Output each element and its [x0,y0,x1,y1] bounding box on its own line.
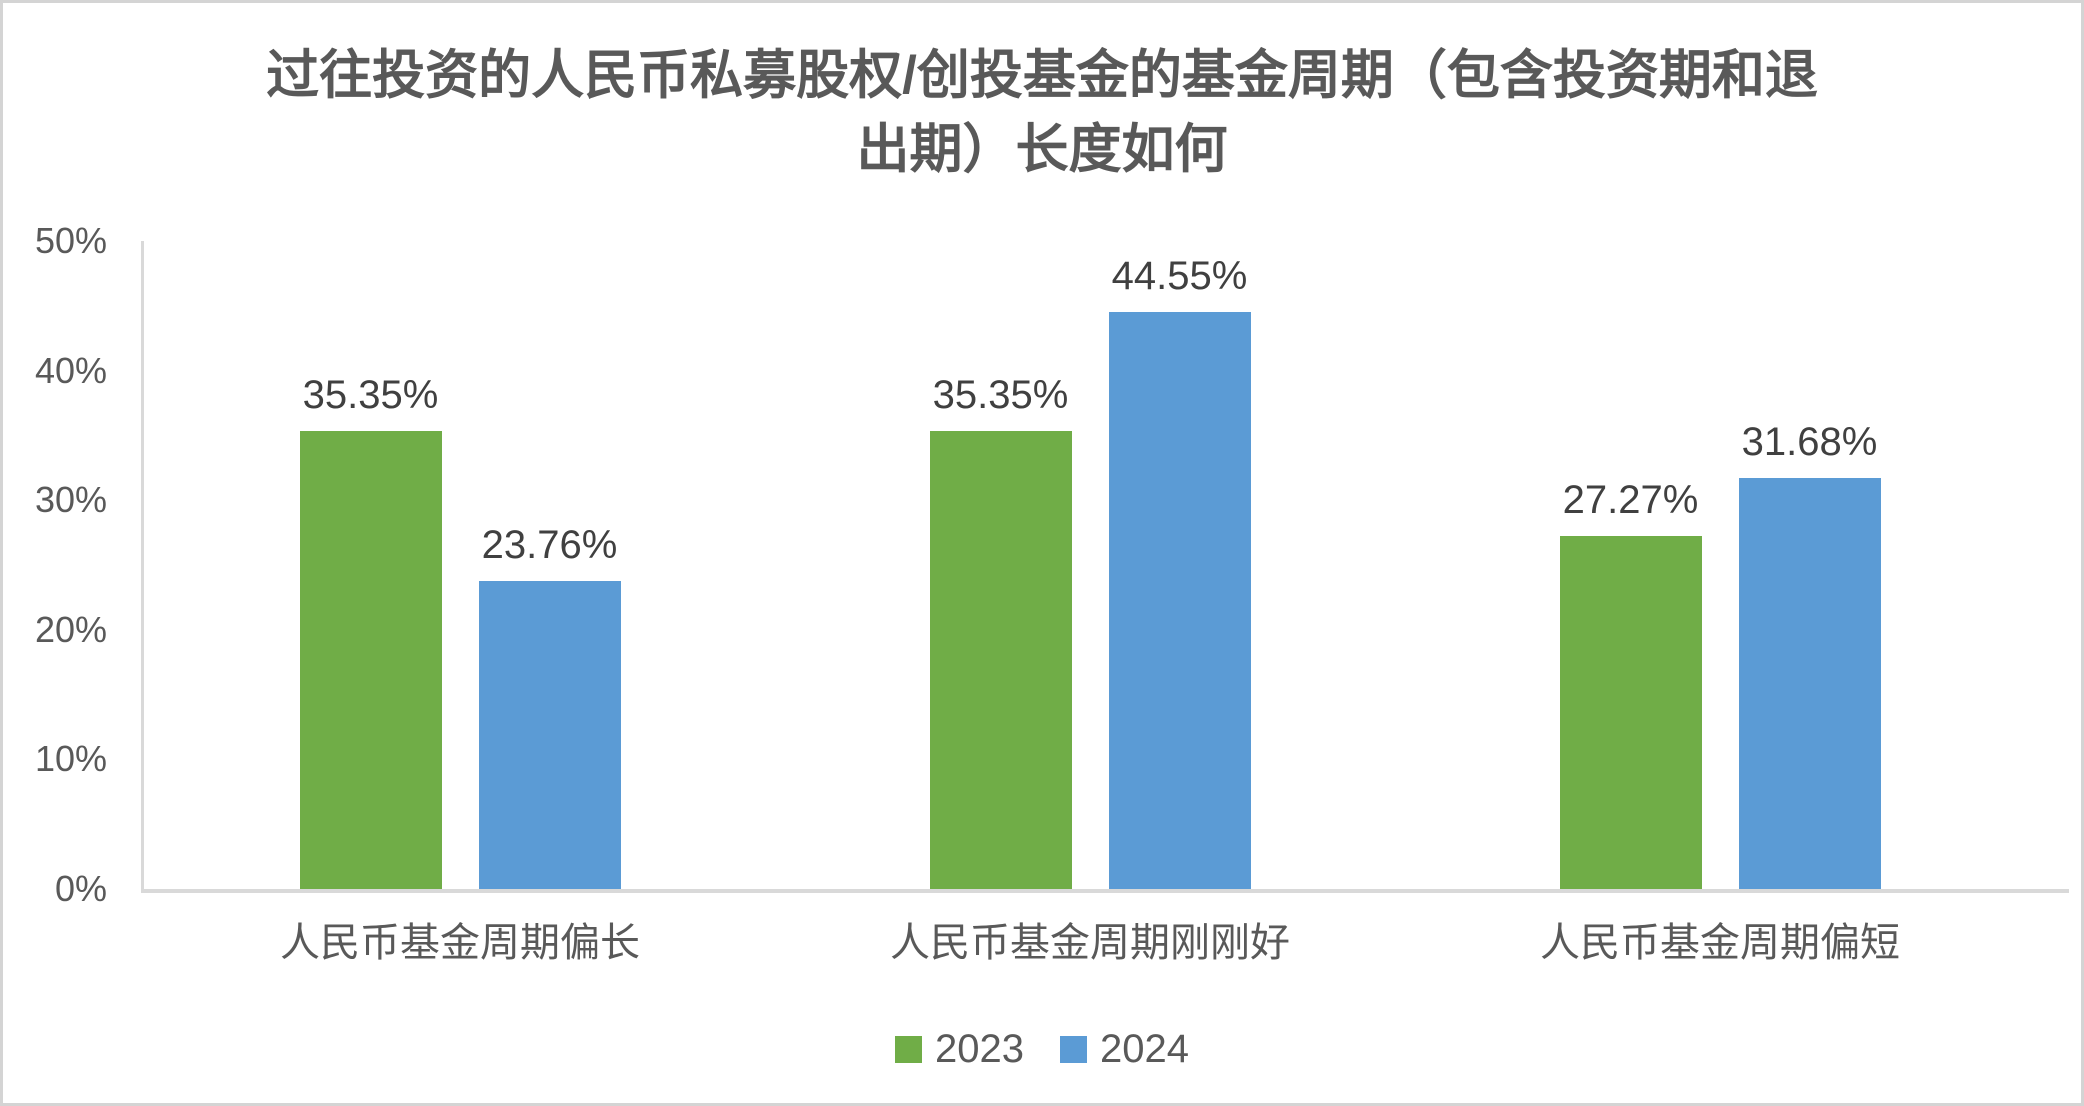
bar-2024-category-1 [1108,312,1251,889]
y-axis-tick-label: 10% [34,738,107,780]
bar-value-label: 23.76% [481,523,618,567]
y-axis-tick-label: 30% [34,479,107,521]
y-axis: 0% 10% 20% 30% 40% 50% [3,3,2081,1103]
chart-title-line2: 出期）长度如何 [856,120,1228,179]
legend-label-2024: 2024 [1100,1027,1189,1071]
bar-2024-category-0 [478,581,621,889]
legend-label-2023: 2023 [935,1027,1024,1071]
chart-title: 过往投资的人民币私募股权/创投基金的基金周期（包含投资期和退 出期）长度如何 [3,39,2081,187]
bar-value-label: 44.55% [1111,254,1248,298]
bar-value-label: 31.68% [1741,420,1878,464]
category-label: 人民币基金周期偏长 [280,921,640,965]
y-axis-tick-label: 20% [34,608,107,650]
y-axis-line [141,241,144,893]
legend-item-2023: 2023 [895,1027,1024,1072]
bar-2023-category-0 [299,431,442,889]
bar-2024-category-2 [1738,478,1881,889]
plot-area: 35.35% 23.76% 人民币基金周期偏长 35.35% 44.55% 人民币基金周期… [3,3,2081,1103]
bar-value-label: 35.35% [932,373,1069,417]
y-axis-tick-label: 0% [54,868,107,909]
category-label: 人民币基金周期偏短 [1540,921,1900,965]
legend-swatch-2023 [895,1036,923,1063]
legend: 2023 2024 [3,1027,2081,1072]
bar-value-label: 35.35% [302,373,439,417]
x-axis-line [141,889,2069,893]
legend-item-2024: 2024 [1060,1027,1189,1072]
bar-value-label: 27.27% [1562,478,1699,522]
chart-title-line1: 过往投资的人民币私募股权/创投基金的基金周期（包含投资期和退 [266,46,1818,105]
bar-2023-category-2 [1559,536,1702,889]
y-axis-tick-label: 50% [34,220,107,261]
category-label: 人民币基金周期刚刚好 [890,921,1290,965]
y-axis-tick-label: 40% [34,349,107,391]
legend-swatch-2024 [1060,1036,1087,1063]
bar-2023-category-1 [929,431,1072,889]
